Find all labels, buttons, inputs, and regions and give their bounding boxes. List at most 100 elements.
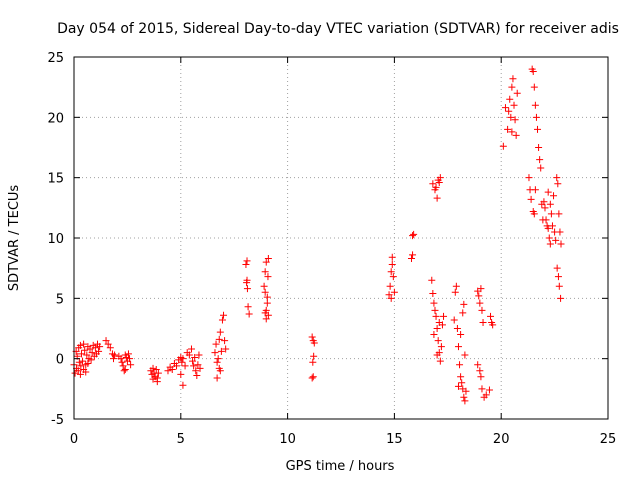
- data-point: [432, 183, 440, 191]
- data-point: [553, 174, 561, 182]
- data-point: [87, 356, 95, 364]
- y-tick-label: -5: [51, 413, 64, 428]
- data-point: [215, 335, 223, 343]
- data-point: [106, 344, 114, 352]
- x-tick-label: 0: [70, 432, 78, 447]
- data-point: [88, 349, 96, 357]
- data-point: [536, 156, 544, 164]
- data-point: [504, 125, 512, 133]
- data-point: [557, 240, 565, 248]
- y-tick-label: 0: [56, 353, 64, 368]
- x-tick-label: 25: [600, 432, 617, 447]
- data-point: [76, 370, 84, 378]
- data-point: [433, 351, 441, 359]
- y-tick-label: 15: [47, 172, 64, 187]
- data-point: [451, 288, 459, 296]
- data-point: [222, 345, 230, 353]
- y-tick-label: 5: [56, 292, 64, 307]
- data-point: [309, 373, 317, 381]
- data-point: [454, 343, 462, 351]
- data-point: [540, 198, 548, 206]
- data-point: [185, 351, 193, 359]
- data-point: [461, 397, 469, 405]
- data-point: [214, 355, 222, 363]
- data-point: [437, 343, 445, 351]
- data-point: [263, 299, 271, 307]
- data-point: [546, 200, 554, 208]
- data-point: [535, 144, 543, 151]
- data-point: [263, 293, 271, 301]
- data-point: [386, 282, 394, 290]
- data-point: [478, 306, 486, 314]
- data-point: [168, 366, 176, 374]
- data-point: [83, 351, 91, 359]
- data-point: [194, 361, 202, 369]
- data-point: [477, 285, 485, 293]
- data-point: [213, 374, 221, 382]
- x-tick-label: 20: [493, 432, 510, 447]
- data-point: [541, 204, 549, 212]
- data-point: [433, 325, 441, 332]
- data-point: [554, 273, 562, 281]
- data-point: [196, 364, 204, 372]
- data-point: [450, 316, 458, 324]
- data-point: [556, 228, 564, 236]
- data-point: [309, 358, 317, 366]
- data-point: [489, 321, 497, 329]
- data-point: [195, 351, 203, 359]
- data-point: [530, 210, 538, 218]
- data-point: [126, 355, 134, 363]
- data-point: [262, 315, 270, 323]
- data-point: [243, 279, 251, 287]
- grid: [74, 57, 608, 419]
- data-point: [407, 255, 415, 263]
- data-point: [547, 210, 555, 218]
- data-point: [310, 352, 318, 360]
- data-point: [177, 370, 185, 378]
- data-point: [429, 180, 437, 188]
- data-point: [387, 268, 395, 276]
- data-point: [118, 358, 126, 366]
- data-point: [111, 351, 119, 359]
- data-point: [501, 104, 509, 112]
- data-point: [462, 387, 470, 395]
- data-point: [555, 282, 563, 290]
- data-point: [510, 101, 518, 109]
- data-point: [476, 299, 484, 307]
- data-point: [476, 367, 484, 375]
- data-point: [506, 95, 514, 103]
- data-point: [216, 328, 224, 336]
- data-point: [187, 345, 195, 353]
- data-point: [428, 276, 436, 284]
- data-point: [456, 361, 464, 369]
- data-point: [511, 116, 519, 124]
- data-point: [485, 386, 493, 394]
- data-point: [74, 367, 82, 375]
- data-point: [179, 381, 187, 389]
- data-point: [164, 367, 172, 375]
- data-point: [211, 349, 219, 357]
- data-point: [193, 372, 201, 380]
- data-point: [217, 347, 225, 355]
- data-point: [542, 216, 550, 224]
- data-point: [213, 358, 221, 366]
- data-point: [478, 385, 486, 393]
- data-point: [127, 361, 135, 369]
- data-point: [460, 300, 468, 308]
- data-point: [436, 357, 444, 365]
- data-point: [508, 83, 516, 91]
- data-point: [104, 340, 112, 348]
- data-point: [474, 361, 482, 369]
- x-tick-label: 5: [177, 432, 185, 447]
- data-point: [454, 382, 462, 390]
- data-point: [388, 253, 396, 261]
- data-point: [458, 379, 466, 387]
- data-point: [430, 299, 438, 307]
- data-point: [529, 67, 537, 75]
- data-point: [173, 362, 181, 370]
- data-point: [190, 362, 198, 370]
- data-point: [153, 378, 161, 386]
- data-point: [75, 358, 83, 366]
- data-point: [432, 312, 440, 320]
- data-point: [181, 362, 189, 370]
